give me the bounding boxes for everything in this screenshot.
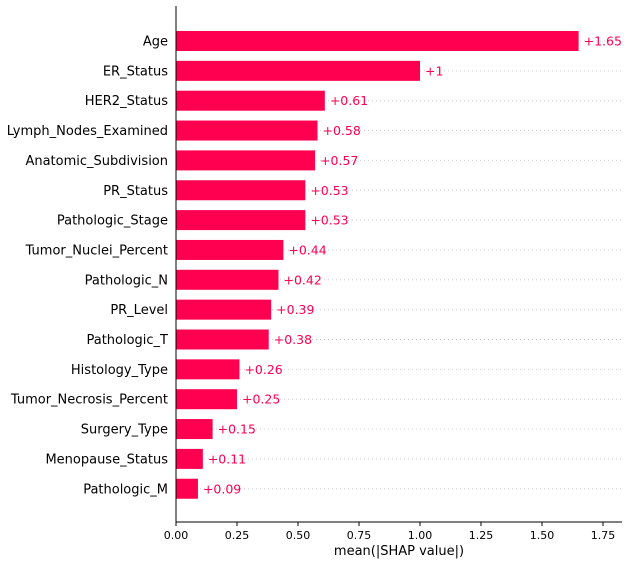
category-labels: Age ER_Status HER2_Status Lymph_Nodes_Exami… xyxy=(7,35,168,498)
category-label: PR_Level xyxy=(110,303,168,318)
category-label: Pathologic_M xyxy=(83,482,168,497)
bar-er-status xyxy=(176,60,420,81)
value-label: +0.25 xyxy=(242,392,280,407)
bar-histology-type xyxy=(176,359,240,380)
bar-age xyxy=(176,31,579,51)
x-tick-label: 0.50 xyxy=(286,529,311,542)
bar-pathologic-m xyxy=(176,478,198,499)
bar-pr-status xyxy=(176,180,306,201)
category-label: PR_Status xyxy=(103,184,168,199)
category-label: Menopause_Status xyxy=(45,452,168,467)
category-label: Pathologic_Stage xyxy=(57,214,168,229)
x-tick-label: 1.25 xyxy=(469,529,494,542)
category-label: Surgery_Type xyxy=(81,423,168,438)
category-label: Anatomic_Subdivision xyxy=(25,154,168,169)
value-label: +0.53 xyxy=(310,213,348,228)
bar-tumor-nuclei-percent xyxy=(176,239,284,260)
x-tick-label: 1.75 xyxy=(591,529,616,542)
value-label: +1.65 xyxy=(584,34,622,49)
bar-lymph-nodes-examined xyxy=(176,120,318,141)
x-axis: 0.00 0.25 0.50 0.75 1.00 1.25 1.50 1.75 xyxy=(164,6,622,542)
bars xyxy=(176,31,579,499)
category-label: ER_Status xyxy=(103,64,168,79)
value-label: +0.38 xyxy=(274,332,312,347)
x-tick-label: 1.50 xyxy=(530,529,555,542)
category-label: Age xyxy=(143,35,168,50)
value-label: +0.39 xyxy=(276,302,314,317)
x-tick-label: 0.25 xyxy=(225,529,250,542)
value-label: +0.15 xyxy=(218,422,256,437)
value-label: +0.11 xyxy=(208,451,246,466)
bar-pathologic-t xyxy=(176,329,269,350)
category-label: Pathologic_T xyxy=(86,333,168,348)
bar-anatomic-subdivision xyxy=(176,150,316,171)
value-label: +0.42 xyxy=(283,272,321,287)
value-label: +0.44 xyxy=(288,242,326,257)
bar-pathologic-stage xyxy=(176,210,306,231)
value-label: +0.61 xyxy=(330,93,368,108)
category-label: Pathologic_N xyxy=(85,273,168,288)
value-label: +0.09 xyxy=(203,481,241,496)
value-label: +0.26 xyxy=(244,362,282,377)
x-tick-label: 0.75 xyxy=(347,529,372,542)
value-label: +0.53 xyxy=(310,183,348,198)
bar-surgery-type xyxy=(176,419,213,440)
category-label: Lymph_Nodes_Examined xyxy=(7,124,168,139)
category-label: Histology_Type xyxy=(71,363,168,378)
bar-tumor-necrosis-percent xyxy=(176,389,237,410)
value-label: +0.58 xyxy=(323,123,361,138)
category-label: Tumor_Nuclei_Percent xyxy=(25,243,168,258)
value-label: +0.57 xyxy=(320,153,358,168)
x-axis-title: mean(|SHAP value|) xyxy=(334,544,464,559)
bar-her2-status xyxy=(176,90,325,111)
category-label: Tumor_Necrosis_Percent xyxy=(10,393,168,408)
value-label: +1 xyxy=(425,63,443,78)
bar-menopause-status xyxy=(176,448,203,469)
bar-pathologic-n xyxy=(176,269,279,290)
value-labels: +1.65 +1 +0.61 +0.58 +0.57 +0.53 +0.53 +0.44 +0.… xyxy=(203,34,622,497)
x-tick-label: 1.00 xyxy=(408,529,433,542)
bar-pr-level xyxy=(176,299,272,320)
category-label: HER2_Status xyxy=(85,94,168,109)
x-tick-label: 0.00 xyxy=(164,529,189,542)
